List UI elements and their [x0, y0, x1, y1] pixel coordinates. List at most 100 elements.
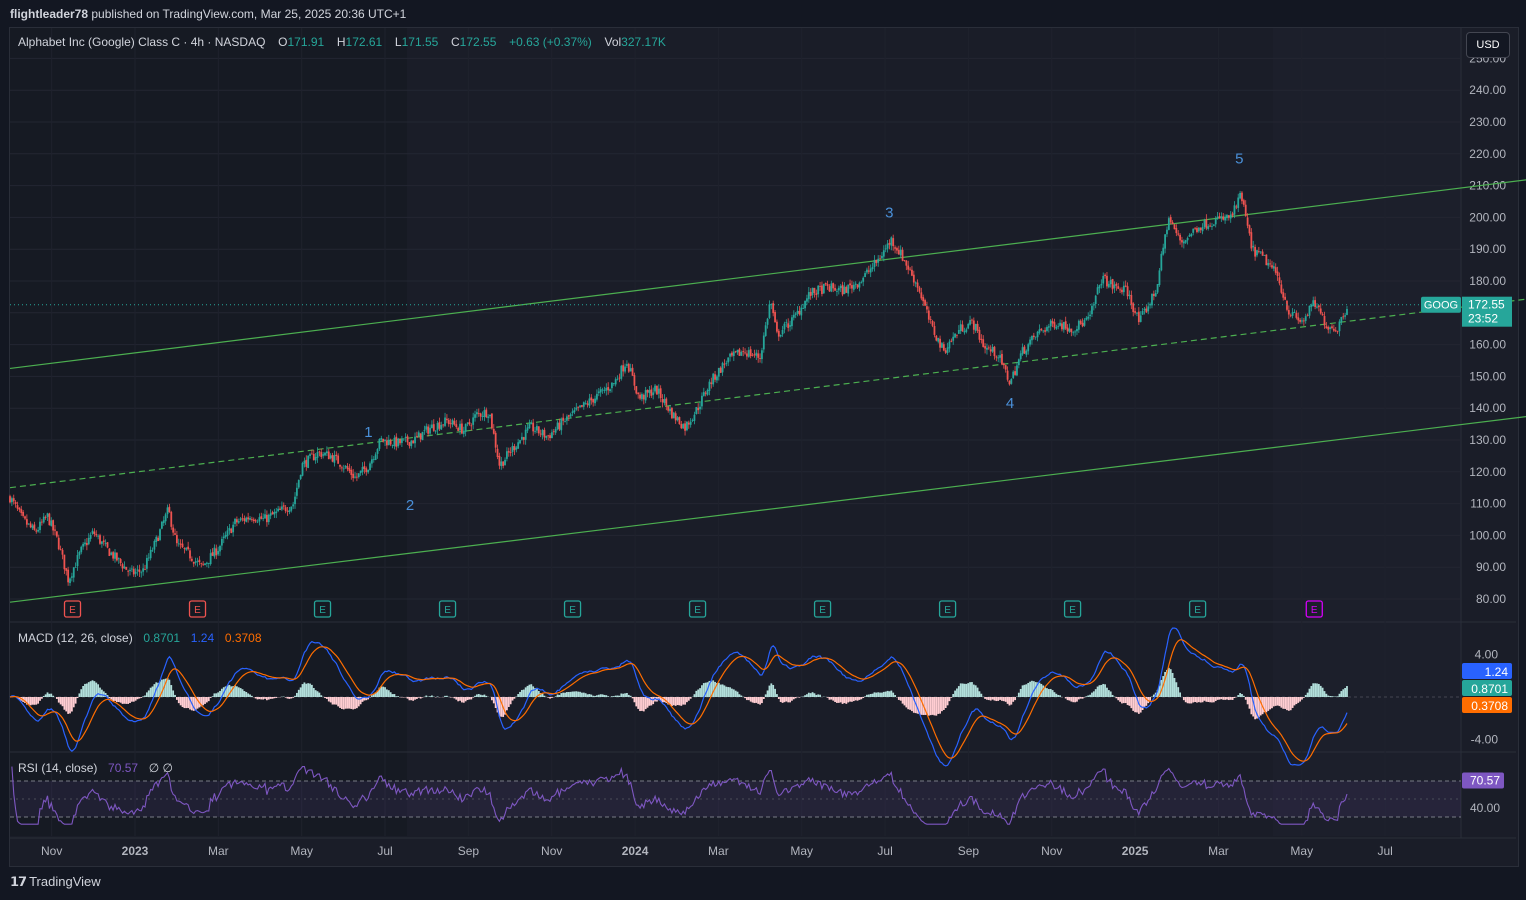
candle-body — [556, 422, 559, 430]
candle-body — [421, 431, 424, 441]
candle-body — [1085, 317, 1088, 320]
candle-body — [1117, 286, 1120, 289]
macd-hist-bar — [85, 683, 88, 697]
macd-hist-bar — [1066, 697, 1069, 701]
candle-body — [997, 357, 1000, 359]
macd-hist-bar — [140, 697, 143, 698]
macd-hist-bar — [1274, 697, 1277, 706]
macd-hist-bar — [331, 697, 334, 705]
candle-body — [976, 323, 979, 331]
y-tick-label: 180.00 — [1469, 274, 1506, 288]
candle-body — [275, 511, 278, 514]
macd-legend[interactable]: MACD (12, 26, close) 0.8701 1.24 0.3708 — [18, 631, 262, 645]
candle-body — [412, 440, 415, 444]
candle-body — [54, 529, 56, 531]
macd-hist-bar — [1038, 682, 1041, 697]
candle-body — [67, 569, 70, 583]
macd-hist-bar — [573, 691, 576, 697]
macd-hist-bar — [104, 692, 107, 697]
symbol-name[interactable]: Alphabet Inc (Google) Class C · 4h · NAS… — [18, 35, 266, 49]
candle-body — [528, 423, 531, 429]
candle-body — [564, 421, 566, 422]
macd-hist-bar — [179, 697, 182, 706]
candle-body — [776, 321, 778, 332]
macd-hist-bar — [33, 697, 36, 705]
y-tick-label: 110.00 — [1470, 497, 1506, 511]
candle-body — [1081, 322, 1084, 327]
macd-hist-bar — [1327, 695, 1330, 697]
candle-body — [500, 461, 503, 467]
macd-hist-bar — [115, 697, 118, 703]
macd-hist-bar — [682, 697, 685, 705]
candle-body — [762, 335, 765, 350]
wave-label-1: 1 — [364, 424, 372, 441]
candle-body — [183, 547, 186, 549]
candle-body — [449, 422, 452, 424]
macd-hist-bar — [897, 697, 900, 700]
candle-body — [200, 562, 203, 564]
candle-body — [1079, 320, 1082, 324]
candle-body — [144, 568, 146, 570]
macd-signal-value: 0.3708 — [224, 631, 262, 645]
candle-body — [305, 459, 308, 467]
macd-hist-bar — [954, 690, 956, 697]
candle-body — [423, 430, 426, 432]
macd-hist-bar — [149, 687, 152, 697]
candle-body — [376, 449, 379, 454]
candle-body — [1066, 327, 1069, 332]
macd-hist-bar — [841, 697, 844, 704]
currency-button[interactable]: USD — [1466, 32, 1510, 58]
macd-hist-bar — [305, 683, 308, 697]
candle-body — [427, 426, 430, 434]
macd-hist-bar — [832, 697, 835, 701]
macd-hist-bar — [1145, 697, 1148, 706]
macd-hist-bar — [991, 697, 994, 700]
candle-body — [95, 534, 98, 536]
candle-body — [918, 287, 921, 292]
candle-body — [1173, 224, 1176, 230]
candle-body — [209, 553, 212, 565]
candle-body — [504, 459, 506, 466]
x-tick-label: Sep — [958, 844, 980, 858]
candle-body — [665, 398, 668, 406]
macd-hist-bar — [813, 693, 816, 697]
candle-body — [459, 423, 461, 431]
candle-body — [701, 395, 703, 407]
candle-body — [759, 358, 761, 359]
candle-body — [130, 568, 133, 570]
candle-body — [637, 392, 640, 395]
macd-hist-bar — [1209, 697, 1211, 703]
macd-hist-bar — [828, 697, 831, 700]
macd-hist-bar — [1167, 667, 1170, 697]
macd-hist-bar — [912, 697, 915, 713]
macd-hist-bar — [612, 696, 615, 697]
candle-body — [691, 420, 694, 421]
macd-hist-bar — [1104, 684, 1106, 697]
candle-body — [867, 270, 870, 272]
candle-body — [282, 505, 285, 507]
macd-hist-bar — [144, 695, 146, 697]
macd-hist-bar — [485, 695, 488, 697]
macd-hist-bar — [513, 697, 516, 699]
candle-body — [836, 291, 838, 292]
macd-hist-bar — [918, 697, 921, 715]
macd-hist-bar — [1121, 697, 1123, 704]
candle-body — [1044, 330, 1046, 332]
macd-hist-bar — [627, 694, 630, 697]
macd-hist-bar — [1156, 689, 1159, 697]
macd-hist-bar — [80, 689, 83, 697]
macd-hist-bar — [147, 690, 150, 697]
macd-hist-bar — [1032, 681, 1035, 697]
macd-hist-bar — [556, 694, 559, 697]
macd-hist-bar — [622, 693, 625, 697]
candle-body — [42, 516, 45, 523]
candle-body — [1214, 218, 1217, 225]
candle-body — [295, 487, 298, 496]
rsi-legend[interactable]: RSI (14, close) 70.57 ∅ ∅ — [18, 761, 173, 775]
macd-hist-bar — [78, 693, 81, 697]
macd-hist-bar — [731, 688, 733, 697]
macd-hist-bar — [798, 697, 801, 698]
wave-label-3: 3 — [885, 204, 893, 221]
macd-hist-bar — [500, 697, 503, 717]
